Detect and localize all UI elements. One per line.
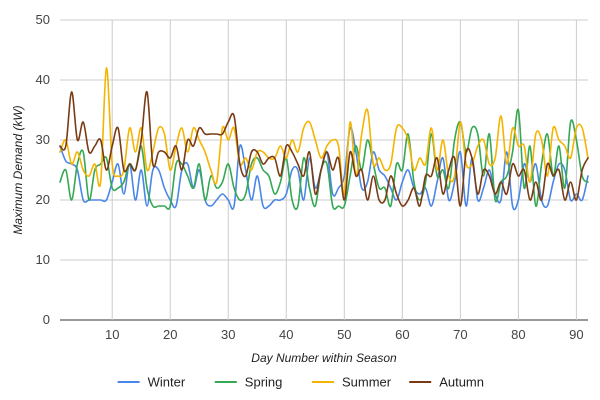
x-tick-label: 20 xyxy=(163,327,177,342)
x-tick-label: 30 xyxy=(221,327,235,342)
y-tick-label: 0 xyxy=(43,312,50,327)
y-tick-label: 40 xyxy=(36,72,50,87)
x-tick-label: 50 xyxy=(337,327,351,342)
y-tick-label: 50 xyxy=(36,12,50,27)
y-tick-label: 20 xyxy=(36,192,50,207)
x-tick-label: 40 xyxy=(279,327,293,342)
series-line-summer xyxy=(59,67,589,195)
y-tick-label: 30 xyxy=(36,132,50,147)
y-tick-label: 10 xyxy=(36,252,50,267)
x-tick-label: 90 xyxy=(569,327,583,342)
x-tick-label: 70 xyxy=(453,327,467,342)
x-tick-label: 80 xyxy=(511,327,525,342)
series-line-autumn xyxy=(59,91,589,207)
legend-label-autumn: Autumn xyxy=(439,375,484,390)
x-tick-label: 10 xyxy=(105,327,119,342)
legend-label-winter: Winter xyxy=(148,375,186,390)
x-tick-label: 60 xyxy=(395,327,409,342)
legend-label-summer: Summer xyxy=(342,375,392,390)
x-axis-title: Day Number within Season xyxy=(251,351,397,365)
legend-label-spring: Spring xyxy=(245,375,283,390)
y-axis-title: Maximum Demand (kW) xyxy=(11,105,25,234)
